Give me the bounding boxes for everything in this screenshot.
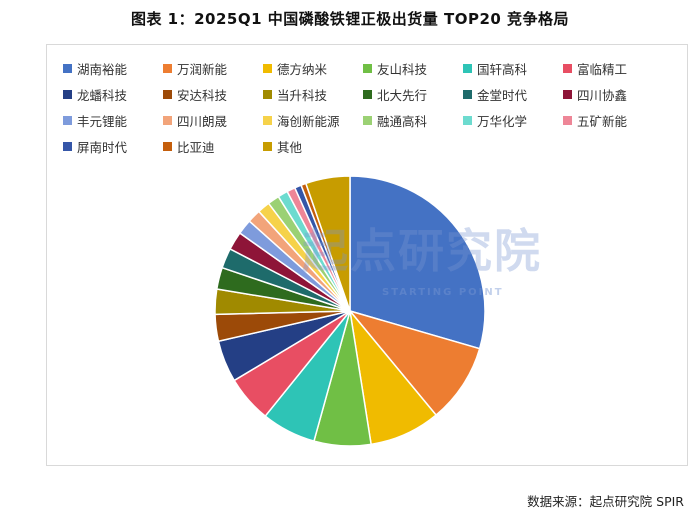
legend-label: 北大先行	[377, 88, 428, 103]
legend-swatch	[463, 64, 472, 73]
legend-swatch	[263, 90, 272, 99]
legend-label: 富临精工	[577, 62, 628, 77]
legend-item: 比亚迪	[163, 137, 263, 156]
legend-swatch	[463, 90, 472, 99]
legend-swatch	[263, 64, 272, 73]
chart-frame: 湖南裕能 万润新能 德方纳米 友山科技 国轩高科 富临精工龙蟠科技 安达科技 当升科技 北大先行…	[46, 44, 688, 466]
legend-swatch	[363, 64, 372, 73]
legend-item: 海创新能源	[263, 111, 363, 130]
legend-item: 万润新能	[163, 59, 263, 78]
legend-item: 四川协鑫	[563, 85, 663, 104]
legend-swatch	[63, 142, 72, 151]
pie-slice	[347, 309, 481, 417]
legend-label: 龙蟠科技	[77, 88, 128, 103]
legend-item: 友山科技	[363, 59, 463, 78]
legend-item: 龙蟠科技	[63, 85, 163, 104]
legend-label: 四川朗晟	[177, 114, 228, 129]
legend-label: 德方纳米	[277, 62, 328, 77]
chart-legend: 湖南裕能 万润新能 德方纳米 友山科技 国轩高科 富临精工龙蟠科技 安达科技 当升科技 北大先行…	[63, 59, 683, 156]
legend-item: 五矿新能	[563, 111, 663, 130]
legend-item: 融通高科	[363, 111, 463, 130]
legend-swatch	[363, 90, 372, 99]
legend-item: 德方纳米	[263, 59, 363, 78]
legend-label: 湖南裕能	[77, 62, 128, 77]
legend-label: 四川协鑫	[577, 88, 628, 103]
legend-swatch	[163, 90, 172, 99]
legend-label: 比亚迪	[177, 140, 215, 155]
source-note: 数据来源：起点研究院 SPIR	[527, 494, 684, 509]
legend-swatch	[63, 90, 72, 99]
legend-swatch	[163, 64, 172, 73]
legend-swatch	[563, 64, 572, 73]
legend-label: 当升科技	[277, 88, 328, 103]
legend-item: 富临精工	[563, 59, 663, 78]
legend-swatch	[363, 116, 372, 125]
legend-label: 金堂时代	[477, 88, 528, 103]
legend-swatch	[563, 90, 572, 99]
legend-item: 丰元锂能	[63, 111, 163, 130]
chart-title: 图表 1：2025Q1 中国磷酸铁锂正极出货量 TOP20 竞争格局	[130, 10, 570, 28]
legend-swatch	[63, 64, 72, 73]
legend-item: 湖南裕能	[63, 59, 163, 78]
legend-item: 四川朗晟	[163, 111, 263, 130]
legend-label: 海创新能源	[277, 114, 340, 129]
legend-swatch	[263, 142, 272, 151]
legend-label: 融通高科	[377, 114, 428, 129]
legend-item: 其他	[263, 137, 363, 156]
legend-item: 万华化学	[463, 111, 563, 130]
pie-slice	[349, 175, 486, 350]
legend-label: 国轩高科	[477, 62, 528, 77]
legend-swatch	[163, 116, 172, 125]
legend-label: 友山科技	[377, 62, 428, 77]
legend-label: 万华化学	[477, 114, 528, 129]
legend-item: 当升科技	[263, 85, 363, 104]
pie-slice	[304, 175, 351, 312]
pie-chart	[214, 175, 486, 447]
legend-swatch	[563, 116, 572, 125]
legend-item: 国轩高科	[463, 59, 563, 78]
legend-swatch	[163, 142, 172, 151]
legend-swatch	[263, 116, 272, 125]
legend-label: 其他	[277, 140, 303, 155]
legend-swatch	[463, 116, 472, 125]
legend-label: 丰元锂能	[77, 114, 128, 129]
legend-item: 屏南时代	[63, 137, 163, 156]
legend-label: 屏南时代	[77, 140, 128, 155]
legend-item: 金堂时代	[463, 85, 563, 104]
legend-label: 万润新能	[177, 62, 228, 77]
legend-label: 安达科技	[177, 88, 228, 103]
legend-swatch	[63, 116, 72, 125]
legend-item: 北大先行	[363, 85, 463, 104]
legend-item: 安达科技	[163, 85, 263, 104]
legend-label: 五矿新能	[577, 114, 628, 129]
